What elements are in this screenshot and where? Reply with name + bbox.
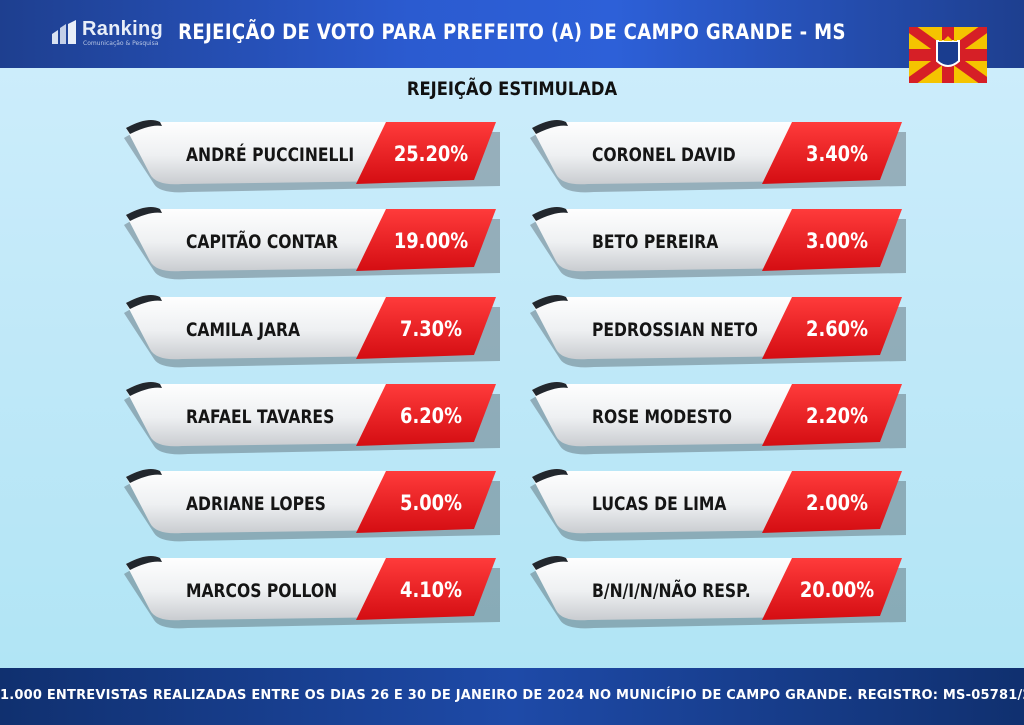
candidate-value: 3.00%: [806, 229, 868, 253]
candidate-name: LUCAS DE LIMA: [592, 493, 727, 515]
candidate-card: B/N/I/N/NÃO RESP. 20.00%: [526, 554, 906, 634]
footer-bar: 1.000 ENTREVISTAS REALIZADAS ENTRE OS DI…: [0, 668, 1024, 725]
page-title: REJEIÇÃO DE VOTO PARA PREFEITO (A) DE CA…: [178, 20, 846, 44]
candidate-name: RAFAEL TAVARES: [186, 406, 335, 428]
candidate-card: MARCOS POLLON 4.10%: [120, 554, 500, 634]
candidate-card: LUCAS DE LIMA 2.00%: [526, 467, 906, 547]
candidate-value: 25.20%: [393, 142, 469, 166]
bar-chart-icon: [52, 20, 76, 44]
header-bar: Ranking Comunicação & Pesquisa REJEIÇÃO …: [0, 0, 1024, 68]
brand-name: Ranking: [82, 18, 163, 40]
footer-note: 1.000 ENTREVISTAS REALIZADAS ENTRE OS DI…: [0, 688, 1024, 703]
candidate-name: ADRIANE LOPES: [186, 493, 326, 515]
candidate-name: ROSE MODESTO: [592, 406, 732, 428]
candidate-value: 3.40%: [806, 142, 868, 166]
candidate-name: MARCOS POLLON: [186, 580, 338, 602]
candidate-card: PEDROSSIAN NETO 2.60%: [526, 293, 906, 373]
candidate-name: BETO PEREIRA: [592, 231, 719, 253]
city-flag-icon: [909, 27, 987, 83]
candidate-name: CORONEL DAVID: [592, 144, 736, 166]
candidate-name: PEDROSSIAN NETO: [592, 319, 758, 341]
candidate-name: CAPITÃO CONTAR: [186, 231, 339, 253]
chart-title: REJEIÇÃO ESTIMULADA: [406, 78, 618, 100]
candidate-value: 2.60%: [806, 317, 868, 341]
candidate-value: 2.20%: [806, 404, 868, 428]
candidate-value: 7.30%: [400, 317, 462, 341]
candidate-name: ANDRÉ PUCCINELLI: [186, 144, 355, 166]
candidate-card: CAMILA JARA 7.30%: [120, 293, 500, 373]
candidate-card: CAPITÃO CONTAR 19.00%: [120, 205, 500, 285]
candidate-card: BETO PEREIRA 3.00%: [526, 205, 906, 285]
candidate-value: 6.20%: [400, 404, 462, 428]
candidate-card: RAFAEL TAVARES 6.20%: [120, 380, 500, 460]
candidate-card: ADRIANE LOPES 5.00%: [120, 467, 500, 547]
candidate-card: CORONEL DAVID 3.40%: [526, 118, 906, 198]
candidate-card: ROSE MODESTO 2.20%: [526, 380, 906, 460]
brand-logo: Ranking Comunicação & Pesquisa: [50, 14, 180, 50]
candidate-value: 20.00%: [799, 578, 875, 602]
candidate-name: B/N/I/N/NÃO RESP.: [592, 580, 751, 602]
candidate-value: 4.10%: [400, 578, 462, 602]
candidate-value: 19.00%: [393, 229, 469, 253]
candidate-card: ANDRÉ PUCCINELLI 25.20%: [120, 118, 500, 198]
brand-tagline: Comunicação & Pesquisa: [83, 40, 159, 47]
candidate-name: CAMILA JARA: [186, 319, 301, 341]
candidate-value: 5.00%: [400, 491, 462, 515]
candidate-value: 2.00%: [806, 491, 868, 515]
